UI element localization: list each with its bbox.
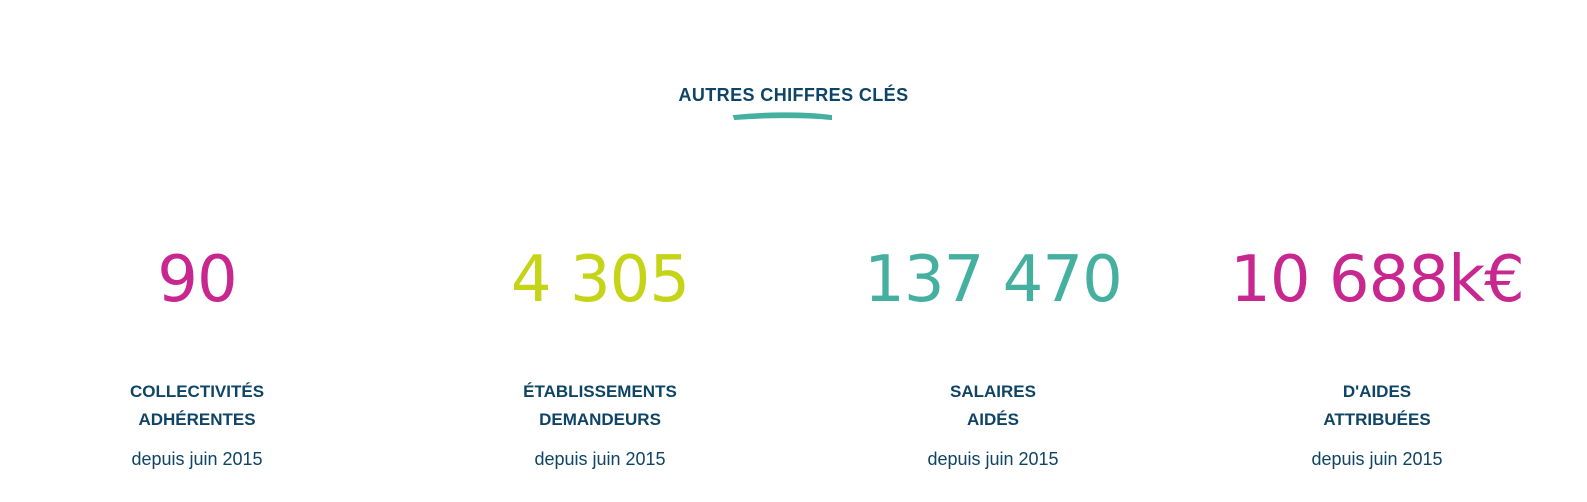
stat-label: SALAIRES AIDÉS — [793, 378, 1193, 434]
stat-label-line2: DEMANDEURS — [539, 410, 661, 429]
section-header: AUTRES CHIFFRES CLÉS — [0, 84, 1587, 106]
stat-salaires: 137 470 SALAIRES AIDÉS depuis juin 2015 — [793, 240, 1193, 470]
stat-label-line1: D'AIDES — [1342, 382, 1412, 401]
stat-subtitle: depuis juin 2015 — [534, 449, 666, 469]
stat-label-line1: SALAIRES — [950, 382, 1036, 401]
stat-label: COLLECTIVITÉS ADHÉRENTES — [0, 378, 397, 434]
stat-collectivites: 90 COLLECTIVITÉS ADHÉRENTES depuis juin … — [0, 240, 397, 470]
stat-label-line2: ATTRIBUÉES — [1323, 410, 1431, 429]
stat-etablissements: 4 305 ÉTABLISSEMENTS DEMANDEURS depuis j… — [400, 240, 800, 470]
stat-subtitle: depuis juin 2015 — [927, 449, 1059, 469]
stat-value: 137 470 — [864, 243, 1123, 317]
stat-label-line2: ADHÉRENTES — [138, 410, 256, 429]
stat-label: D'AIDES ATTRIBUÉES — [1177, 378, 1577, 434]
stat-value: 90 — [157, 243, 237, 317]
stat-aides: 10 688k€ D'AIDES ATTRIBUÉES depuis juin … — [1177, 240, 1577, 470]
title-underline-decoration — [732, 112, 832, 121]
stat-value: 10 688k€ — [1230, 243, 1525, 317]
stat-label: ÉTABLISSEMENTS DEMANDEURS — [400, 378, 800, 434]
stat-subtitle: depuis juin 2015 — [1311, 449, 1443, 469]
stat-label-line1: ÉTABLISSEMENTS — [523, 382, 677, 401]
stat-value: 4 305 — [510, 243, 690, 317]
stat-label-line1: COLLECTIVITÉS — [129, 382, 265, 401]
stat-subtitle: depuis juin 2015 — [131, 449, 263, 469]
stat-label-line2: AIDÉS — [967, 410, 1019, 429]
section-title: AUTRES CHIFFRES CLÉS — [678, 85, 909, 105]
